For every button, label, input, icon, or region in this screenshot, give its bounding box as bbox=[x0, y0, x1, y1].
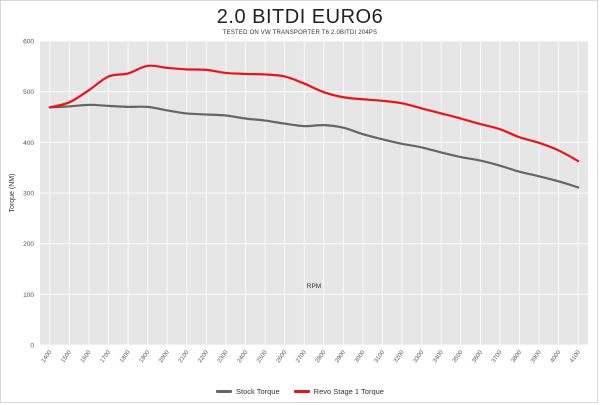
x-axis-label: RPM bbox=[307, 283, 321, 290]
chart-legend: Stock Torque Revo Stage 1 Torque bbox=[0, 387, 600, 396]
y-tick-label: 500 bbox=[23, 89, 34, 96]
x-tick-label: 3600 bbox=[471, 349, 484, 364]
x-tick-label: 2000 bbox=[158, 349, 171, 364]
y-tick-label: 100 bbox=[23, 292, 34, 299]
chart-subtitle: TESTED ON VW TRANSPORTER T6 2.0BITDI 204… bbox=[222, 30, 378, 36]
x-tick-label: 3900 bbox=[530, 349, 543, 364]
series-line-revo-stage-1-torque bbox=[48, 64, 580, 163]
x-tick-label: 3500 bbox=[452, 349, 465, 364]
legend-swatch bbox=[293, 390, 310, 393]
y-tick-label: 600 bbox=[23, 39, 34, 46]
legend-label: Stock Torque bbox=[236, 387, 280, 396]
series-line-stock-torque bbox=[48, 103, 580, 189]
x-tick-label: 2800 bbox=[315, 349, 328, 364]
x-tick-label: 3100 bbox=[374, 349, 387, 364]
legend-label: Revo Stage 1 Torque bbox=[313, 387, 384, 396]
x-tick-label: 3200 bbox=[393, 349, 406, 364]
legend-item-stock-torque: Stock Torque bbox=[216, 387, 280, 396]
x-tick-label: 1400 bbox=[41, 349, 54, 364]
x-tick-label: 2500 bbox=[256, 349, 269, 364]
x-tick-label: 3700 bbox=[491, 349, 504, 364]
x-tick-label: 2600 bbox=[276, 349, 289, 364]
x-tick-label: 2300 bbox=[217, 349, 230, 364]
x-tick-label: 3000 bbox=[354, 349, 367, 364]
x-tick-label: 3400 bbox=[432, 349, 445, 364]
x-tick-label: 2100 bbox=[178, 349, 191, 364]
x-tick-label: 1700 bbox=[100, 349, 113, 364]
legend-swatch bbox=[216, 390, 233, 393]
y-tick-label: 400 bbox=[23, 140, 34, 147]
x-tick-label: 1800 bbox=[119, 349, 132, 364]
y-axis-label: Torque (NM) bbox=[9, 174, 16, 213]
y-tick-label: 200 bbox=[23, 241, 34, 248]
y-tick-label: 0 bbox=[30, 343, 34, 350]
x-tick-label: 3300 bbox=[413, 349, 426, 364]
chart-title: 2.0 BITDI EURO6 bbox=[216, 6, 384, 28]
x-tick-label: 4100 bbox=[569, 349, 582, 364]
x-tick-label: 4000 bbox=[550, 349, 563, 364]
x-tick-label: 2400 bbox=[237, 349, 250, 364]
x-tick-label: 1500 bbox=[60, 349, 73, 364]
x-tick-label: 3800 bbox=[511, 349, 524, 364]
x-tick-label: 1900 bbox=[139, 349, 152, 364]
x-tick-label: 2700 bbox=[295, 349, 308, 364]
y-tick-label: 300 bbox=[23, 191, 34, 198]
x-tick-label: 2200 bbox=[197, 349, 210, 364]
x-tick-label: 2900 bbox=[334, 349, 347, 364]
legend-item-revo-stage-1-torque: Revo Stage 1 Torque bbox=[293, 387, 384, 396]
x-tick-label: 1600 bbox=[80, 349, 93, 364]
